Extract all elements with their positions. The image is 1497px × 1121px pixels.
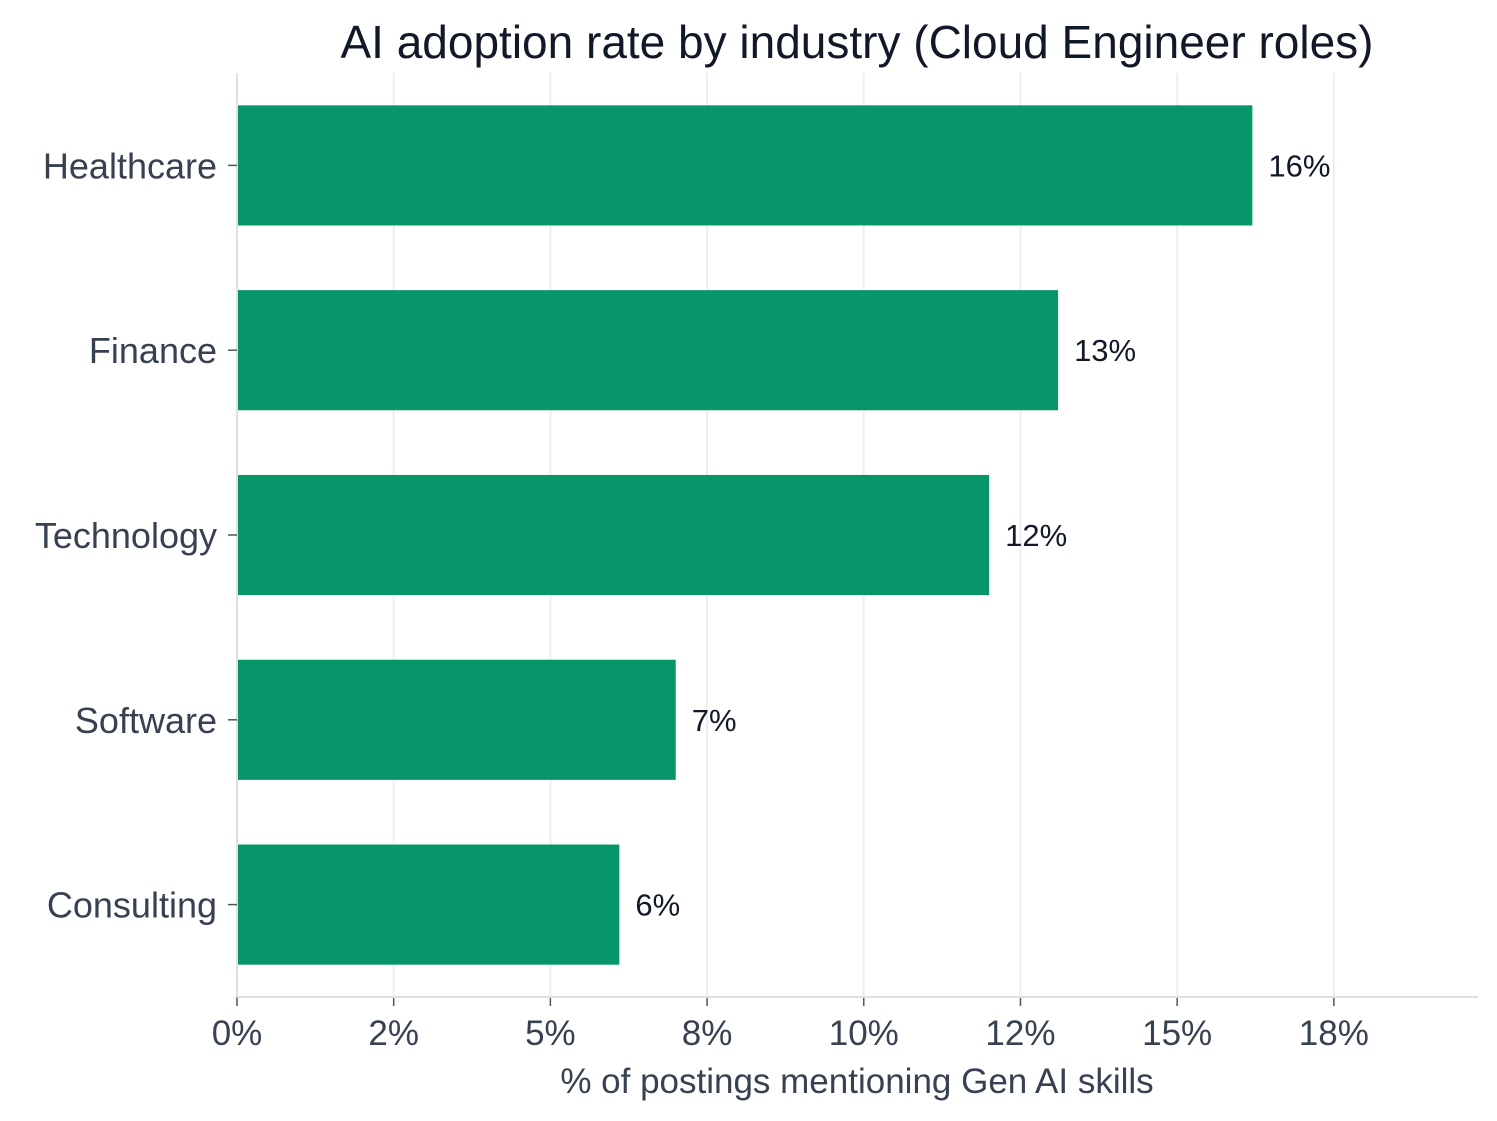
axes xyxy=(228,73,1478,1006)
category-label: Technology xyxy=(35,515,217,556)
x-tick-label: 18% xyxy=(1299,1014,1369,1053)
bar xyxy=(238,290,1059,411)
x-tick-label: 8% xyxy=(682,1014,733,1053)
bars xyxy=(238,105,1253,965)
bar xyxy=(238,659,676,780)
x-tick-label: 2% xyxy=(368,1014,419,1053)
x-tick-label: 5% xyxy=(525,1014,576,1053)
value-label: 12% xyxy=(1005,518,1067,553)
x-tick-label: 12% xyxy=(985,1014,1055,1053)
x-tick-label: 15% xyxy=(1142,1014,1212,1053)
value-label: 6% xyxy=(635,888,680,923)
bar xyxy=(238,105,1253,226)
category-label: Consulting xyxy=(47,885,217,926)
x-tick-label: 0% xyxy=(212,1014,263,1053)
x-axis-title: % of postings mentioning Gen AI skills xyxy=(560,1062,1153,1101)
category-label: Software xyxy=(75,700,217,741)
chart-title: AI adoption rate by industry (Cloud Engi… xyxy=(340,16,1373,68)
value-label: 13% xyxy=(1074,333,1136,368)
category-label: Finance xyxy=(89,330,217,371)
category-label: Healthcare xyxy=(43,145,217,186)
bar xyxy=(238,474,990,596)
labels: 0% 2% 5% 8% 10% 12% 15% 18% Healthcare 16% Finance… xyxy=(35,145,1369,1053)
bar xyxy=(238,844,620,965)
value-label: 16% xyxy=(1268,148,1330,183)
value-label: 7% xyxy=(692,703,737,738)
x-tick-label: 10% xyxy=(829,1014,899,1053)
